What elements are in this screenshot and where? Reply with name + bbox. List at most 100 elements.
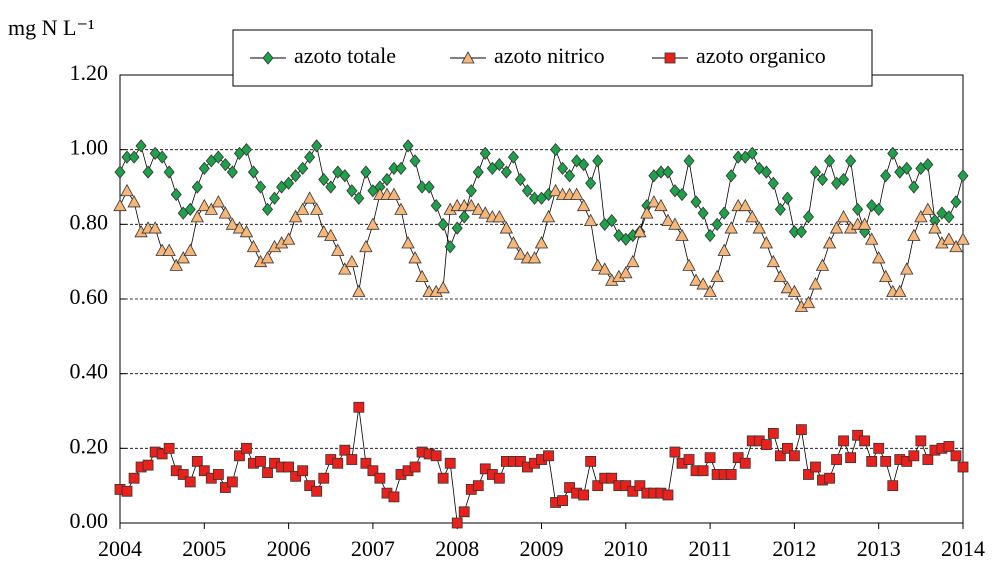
- data-point: [633, 224, 647, 238]
- data-point: [381, 172, 393, 187]
- data-point: [838, 435, 849, 447]
- data-point: [394, 202, 408, 215]
- data-point: [950, 450, 962, 462]
- data-point: [534, 236, 549, 249]
- data-point: [845, 452, 857, 464]
- data-point: [634, 480, 646, 492]
- data-point: [907, 228, 921, 241]
- data-point: [824, 154, 836, 168]
- x-tick-label: 2009: [520, 536, 564, 561]
- data-point: [620, 480, 632, 492]
- data-point: [401, 236, 415, 249]
- data-point: [557, 495, 568, 507]
- x-tick-label: 2010: [604, 536, 648, 561]
- data-point: [353, 401, 365, 413]
- data-point: [724, 221, 738, 234]
- data-point: [789, 450, 800, 462]
- data-point: [845, 154, 857, 168]
- data-point: [795, 424, 807, 436]
- data-point: [409, 461, 421, 473]
- data-point: [739, 457, 751, 469]
- data-point: [822, 236, 837, 249]
- data-point: [880, 169, 892, 183]
- data-point: [127, 195, 141, 208]
- data-point: [219, 157, 231, 172]
- data-point: [824, 472, 835, 484]
- data-point: [803, 469, 814, 480]
- data-point: [676, 187, 688, 202]
- data-point: [170, 187, 182, 202]
- data-point: [346, 454, 358, 465]
- data-point: [548, 183, 563, 197]
- data-point: [956, 232, 970, 245]
- data-point: [114, 165, 126, 179]
- data-point: [880, 455, 892, 467]
- data-point: [262, 467, 273, 479]
- data-point: [773, 269, 787, 283]
- y-tick-label: 1.00: [70, 135, 109, 160]
- data-point: [661, 213, 675, 227]
- data-point: [872, 251, 886, 264]
- data-point: [226, 165, 238, 179]
- data-point: [852, 202, 864, 217]
- data-point: [507, 150, 519, 164]
- data-point: [943, 210, 955, 224]
- data-point: [423, 180, 435, 194]
- data-point: [703, 284, 717, 297]
- data-point: [458, 210, 470, 224]
- data-point: [774, 450, 786, 462]
- x-tick-label: 2014: [941, 536, 985, 561]
- data-point: [338, 262, 352, 275]
- data-point: [346, 184, 358, 198]
- data-point: [767, 176, 779, 190]
- data-point: [760, 439, 772, 451]
- data-point: [472, 165, 484, 179]
- data-point: [583, 213, 598, 227]
- data-point: [408, 251, 422, 264]
- data-point: [451, 221, 463, 235]
- data-point: [128, 472, 140, 484]
- data-point: [296, 202, 310, 215]
- data-point: [444, 240, 456, 254]
- data-point: [458, 506, 470, 518]
- data-point: [943, 441, 955, 452]
- data-point: [177, 469, 189, 480]
- data-point: [232, 221, 247, 234]
- data-point: [339, 444, 351, 456]
- y-tick-label: 0.40: [70, 359, 109, 384]
- data-point: [437, 217, 449, 231]
- data-point: [921, 202, 935, 215]
- data-point: [191, 455, 203, 467]
- data-point: [430, 450, 442, 462]
- data-point: [950, 195, 962, 209]
- data-point: [696, 277, 710, 290]
- x-tick-label: 2005: [182, 536, 226, 561]
- data-point: [288, 210, 303, 223]
- data-point: [619, 266, 633, 279]
- data-point: [780, 280, 795, 294]
- data-point: [514, 172, 526, 187]
- data-point: [922, 454, 934, 465]
- data-point: [915, 435, 927, 447]
- data-point: [654, 198, 668, 212]
- data-point: [697, 206, 709, 220]
- data-point: [120, 183, 134, 197]
- data-point: [829, 221, 844, 234]
- data-point: [135, 139, 147, 153]
- data-point: [156, 150, 168, 164]
- data-point: [281, 232, 296, 245]
- data-point: [262, 202, 274, 217]
- data-point: [156, 448, 168, 460]
- data-point: [324, 228, 338, 241]
- data-point: [591, 258, 605, 271]
- data-point: [471, 202, 485, 215]
- data-point: [311, 485, 323, 497]
- data-point: [781, 191, 793, 205]
- legend-box: [232, 29, 873, 87]
- data-point: [675, 228, 689, 241]
- data-point: [808, 277, 823, 290]
- data-point: [852, 429, 864, 441]
- data-point: [241, 442, 252, 454]
- data-point: [492, 210, 507, 223]
- data-point: [831, 454, 842, 465]
